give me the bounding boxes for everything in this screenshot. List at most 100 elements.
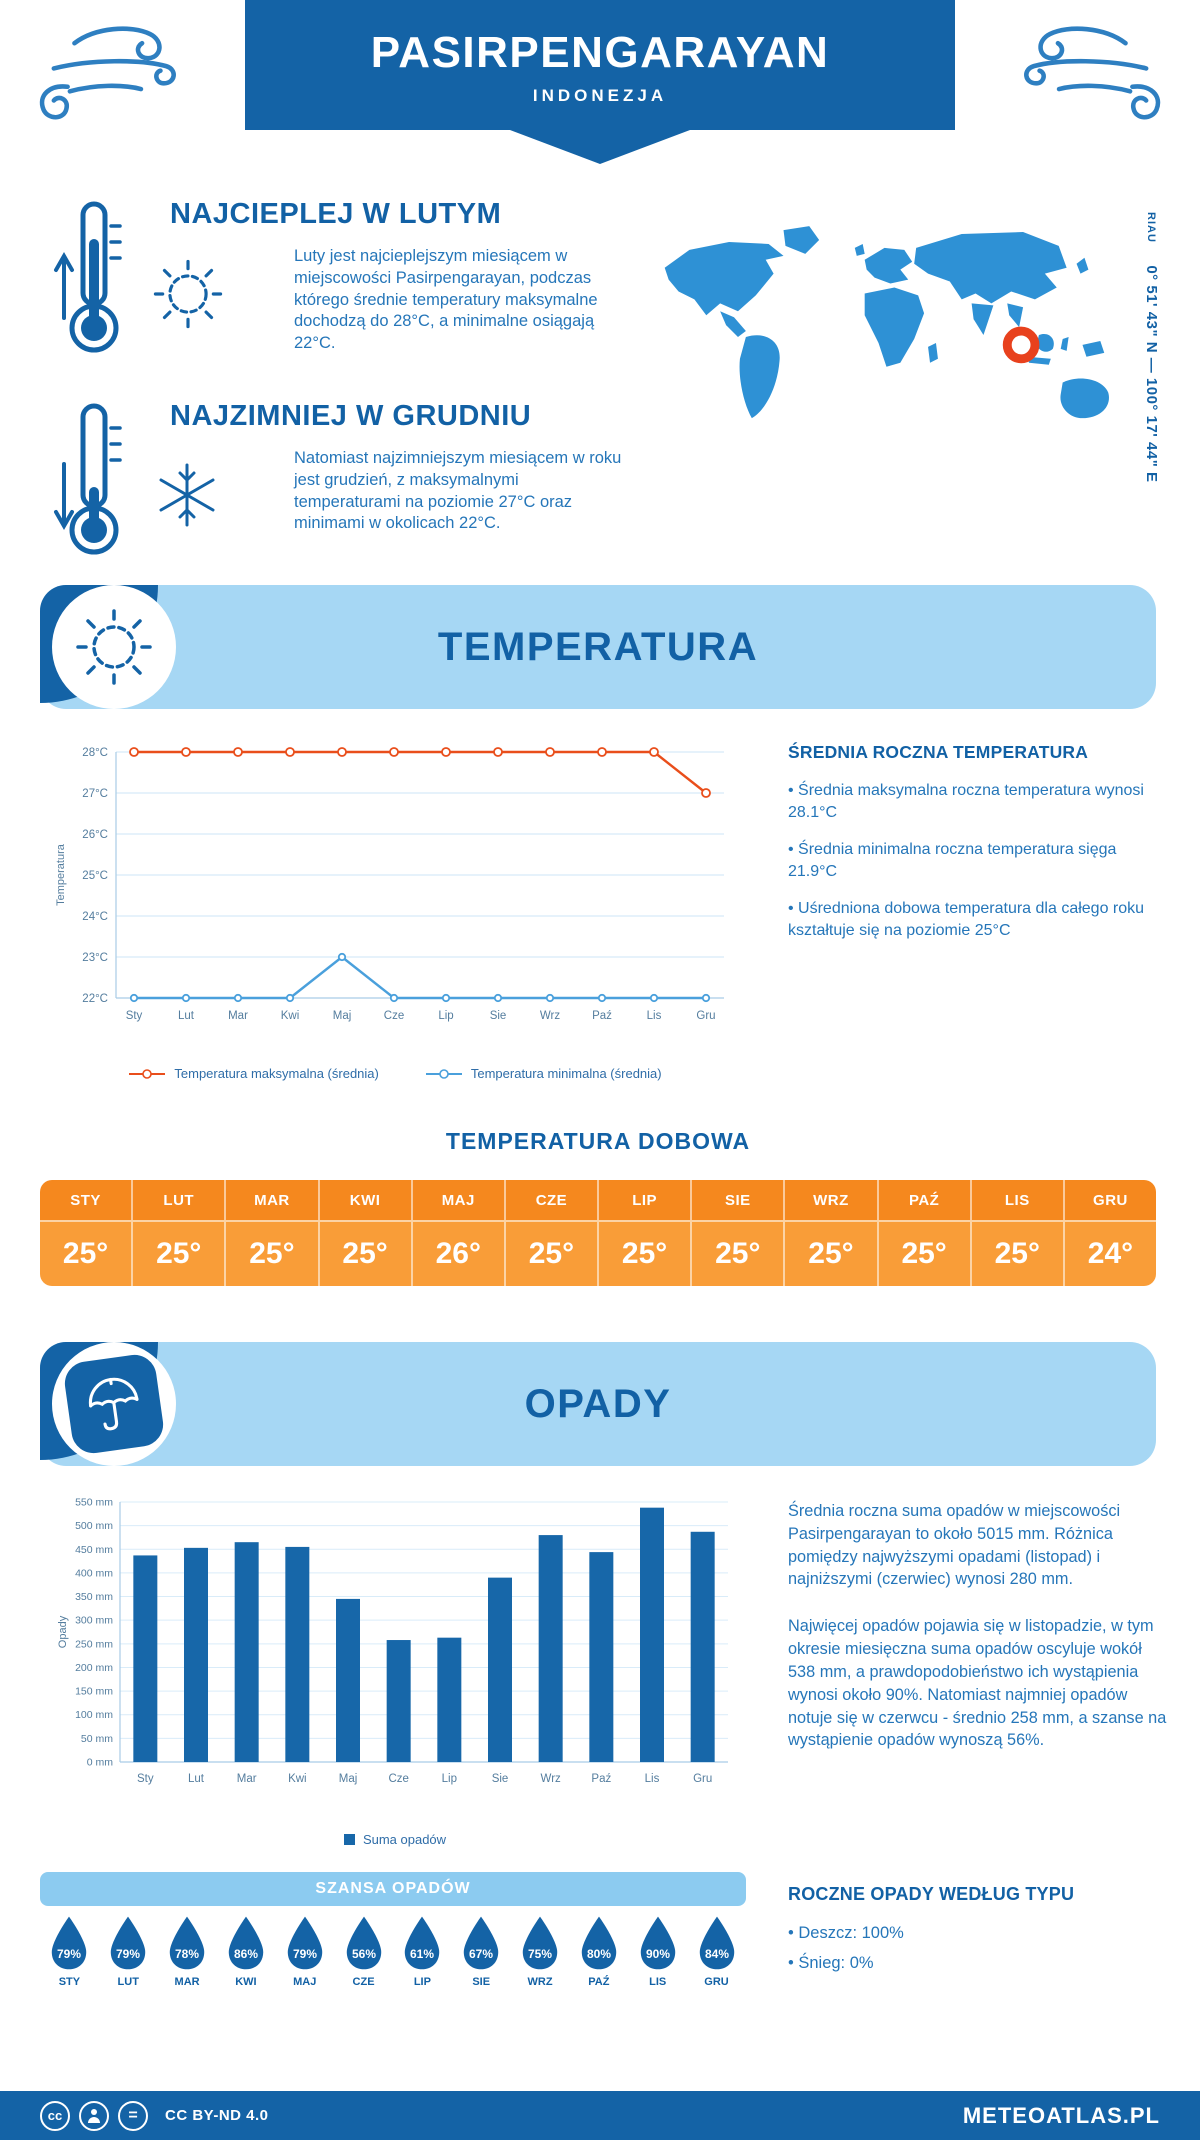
license-label: CC BY-ND 4.0	[165, 2107, 269, 2124]
sun-icon	[153, 259, 223, 329]
raindrop: 75% WRZ	[511, 1914, 570, 1988]
wind-icon	[30, 18, 190, 128]
svg-text:25°C: 25°C	[82, 870, 108, 882]
precipitation-section-banner: OPADY	[40, 1342, 1156, 1466]
raindrop: 86% KWI	[216, 1914, 275, 1988]
svg-text:22°C: 22°C	[82, 993, 108, 1005]
raindrop-month: KWI	[235, 1976, 257, 1988]
precipitation-chart-legend: Suma opadów	[50, 1832, 740, 1847]
warmest-text: Luty jest najcieplejszym miesiącem w mie…	[294, 247, 598, 353]
raindrop: 56% CZE	[334, 1914, 393, 1988]
precipitation-type-heading: ROCZNE OPADY WEDŁUG TYPU	[788, 1884, 1075, 1904]
daily-month-cell: MAR	[224, 1180, 317, 1220]
precipitation-section-title: OPADY	[524, 1381, 672, 1426]
temperature-line-chart: 22°C 23°C 24°C 25°C 26°C 27°C 28°C Sty Lut Mar Kwi…	[55, 747, 724, 1022]
precip-type-bullet: • Deszcz: 100%	[788, 1924, 904, 1942]
raindrop-month: STY	[58, 1976, 81, 1988]
svg-text:80%: 80%	[587, 1947, 611, 1961]
svg-text:Lis: Lis	[645, 1773, 660, 1785]
daily-month-cell: LIP	[597, 1180, 690, 1220]
temperature-section-title: TEMPERATURA	[437, 624, 759, 669]
svg-text:300 mm: 300 mm	[75, 1615, 113, 1627]
svg-text:24°C: 24°C	[82, 911, 108, 923]
svg-text:79%: 79%	[57, 1947, 81, 1961]
daily-temp-values-row: 25° 25° 25° 25° 26° 25° 25° 25° 25° 25° 25° 24°	[40, 1220, 1156, 1286]
svg-text:26°C: 26°C	[82, 829, 108, 841]
svg-text:27°C: 27°C	[82, 788, 108, 800]
country-label: INDONEZJA	[532, 86, 668, 105]
svg-text:56%: 56%	[352, 1947, 376, 1961]
footer: cc = CC BY-ND 4.0 METEOATLAS.PL	[0, 2091, 1200, 2140]
precip-type-bullet: • Śnieg: 0%	[788, 1954, 874, 1973]
location-marker	[1002, 326, 1040, 364]
raindrop-month: SIE	[472, 1976, 491, 1988]
chance-of-precipitation-strip: SZANSA OPADÓW	[40, 1872, 746, 1906]
attribution-person-icon	[79, 2100, 109, 2131]
temperature-summary-heading: ŚREDNIA ROCZNA TEMPERATURA	[788, 742, 1089, 762]
svg-text:Sie: Sie	[490, 1010, 507, 1022]
raindrop-month: LIP	[413, 1976, 431, 1988]
temperature-bullet: • Średnia minimalna roczna temperatura s…	[788, 841, 1117, 880]
svg-text:61%: 61%	[410, 1947, 434, 1961]
license-icons: cc = CC BY-ND 4.0	[40, 2100, 269, 2131]
daily-month-cell: SIE	[690, 1180, 783, 1220]
daily-value-cell: 25°	[131, 1222, 224, 1286]
svg-text:Mar: Mar	[228, 1010, 248, 1022]
daily-value-cell: 25°	[690, 1222, 783, 1286]
daily-value-cell: 25°	[62, 1237, 109, 1270]
svg-text:250 mm: 250 mm	[75, 1638, 113, 1650]
svg-text:79%: 79%	[116, 1947, 140, 1961]
svg-text:200 mm: 200 mm	[75, 1662, 113, 1674]
svg-text:Gru: Gru	[696, 1010, 715, 1022]
legend-item: Temperatura minimalna (średnia)	[425, 1066, 662, 1081]
raindrop-month: LUT	[117, 1976, 139, 1988]
thermometer-up-icon	[54, 201, 122, 353]
daily-value-cell: 25°	[876, 1222, 970, 1286]
daily-month-cell: GRU	[1062, 1180, 1156, 1220]
svg-text:450 mm: 450 mm	[75, 1544, 113, 1556]
brand-label: METEOATLAS.PL	[962, 2102, 1160, 2128]
daily-value-cell: 25°	[503, 1222, 597, 1286]
raindrop: 78% MAR	[158, 1914, 217, 1988]
svg-text:100 mm: 100 mm	[75, 1709, 113, 1721]
svg-text:23°C: 23°C	[82, 952, 108, 964]
svg-text:Cze: Cze	[384, 1010, 404, 1022]
daily-value-cell: 24°	[1062, 1222, 1156, 1286]
raindrop: 79% LUT	[99, 1914, 158, 1988]
daily-month-cell: WRZ	[783, 1180, 876, 1220]
svg-text:Maj: Maj	[339, 1773, 358, 1785]
svg-text:Kwi: Kwi	[288, 1773, 307, 1785]
temperature-bullet: • Średnia maksymalna roczna temperatura …	[788, 782, 1144, 821]
raindrop-month: LIS	[649, 1976, 667, 1988]
raindrop: 84% GRU	[687, 1914, 746, 1988]
temperature-section-banner: TEMPERATURA	[40, 585, 1156, 709]
temperature-chart-legend: Temperatura maksymalna (średnia) Temperat…	[50, 1066, 740, 1081]
svg-text:Gru: Gru	[693, 1773, 712, 1785]
svg-text:350 mm: 350 mm	[75, 1591, 113, 1603]
thermometer-down-icon	[54, 403, 122, 555]
wind-icon	[1010, 18, 1170, 128]
svg-text:84%: 84%	[705, 1947, 729, 1961]
svg-text:Lip: Lip	[442, 1773, 457, 1785]
warmest-heading: NAJCIEPLEJ W LUTYM	[170, 198, 502, 230]
svg-text:28°C: 28°C	[82, 747, 108, 759]
sun-icon	[76, 609, 152, 685]
daily-temp-header-row: STY LUT MAR KWI MAJ CZE LIP SIE WRZ PAŹ LIS GRU	[40, 1180, 1156, 1220]
raindrop-month: MAJ	[293, 1976, 317, 1988]
svg-text:75%: 75%	[528, 1947, 552, 1961]
coldest-heading: NAJZIMNIEJ W GRUDNIU	[170, 400, 532, 432]
svg-text:Lut: Lut	[188, 1773, 205, 1785]
chance-of-precipitation-drops: 79% STY 79% LUT 78% MAR 86% KWI 79% MAJ 56% CZE 61% L…	[40, 1914, 746, 1988]
svg-text:Cze: Cze	[388, 1773, 408, 1785]
daily-value-cell: 26°	[410, 1222, 504, 1286]
raindrop: 90% LIS	[628, 1914, 687, 1988]
umbrella-icon	[62, 1352, 166, 1456]
raindrop-month: PAŹ	[588, 1976, 610, 1988]
coldest-month-block: NAJZIMNIEJ W GRUDNIU Natomiast najzimnie…	[48, 400, 648, 595]
svg-text:86%: 86%	[234, 1947, 258, 1961]
svg-text:Maj: Maj	[333, 1010, 352, 1022]
daily-temperature-title: TEMPERATURA DOBOWA	[445, 1128, 751, 1154]
raindrop: 67% SIE	[452, 1914, 511, 1988]
region-label: RIAU	[1145, 212, 1157, 243]
